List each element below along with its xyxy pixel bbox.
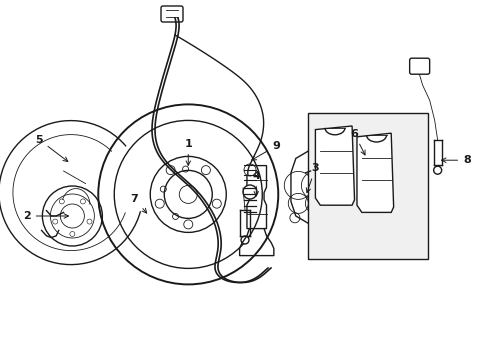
FancyBboxPatch shape bbox=[409, 58, 429, 74]
Text: 5: 5 bbox=[35, 135, 68, 162]
Circle shape bbox=[241, 236, 248, 244]
Bar bbox=[307, 113, 427, 259]
Polygon shape bbox=[356, 133, 393, 212]
Polygon shape bbox=[315, 126, 354, 205]
Circle shape bbox=[433, 166, 441, 174]
Circle shape bbox=[243, 185, 257, 199]
Text: 4: 4 bbox=[252, 171, 260, 196]
Text: 2: 2 bbox=[23, 211, 68, 221]
Text: 3: 3 bbox=[305, 163, 319, 193]
Text: 1: 1 bbox=[184, 139, 192, 165]
Circle shape bbox=[244, 164, 256, 176]
Text: 7: 7 bbox=[130, 194, 146, 213]
Text: 9: 9 bbox=[251, 141, 280, 160]
Text: 6: 6 bbox=[350, 129, 364, 155]
Text: 8: 8 bbox=[441, 155, 470, 165]
FancyBboxPatch shape bbox=[161, 6, 183, 22]
